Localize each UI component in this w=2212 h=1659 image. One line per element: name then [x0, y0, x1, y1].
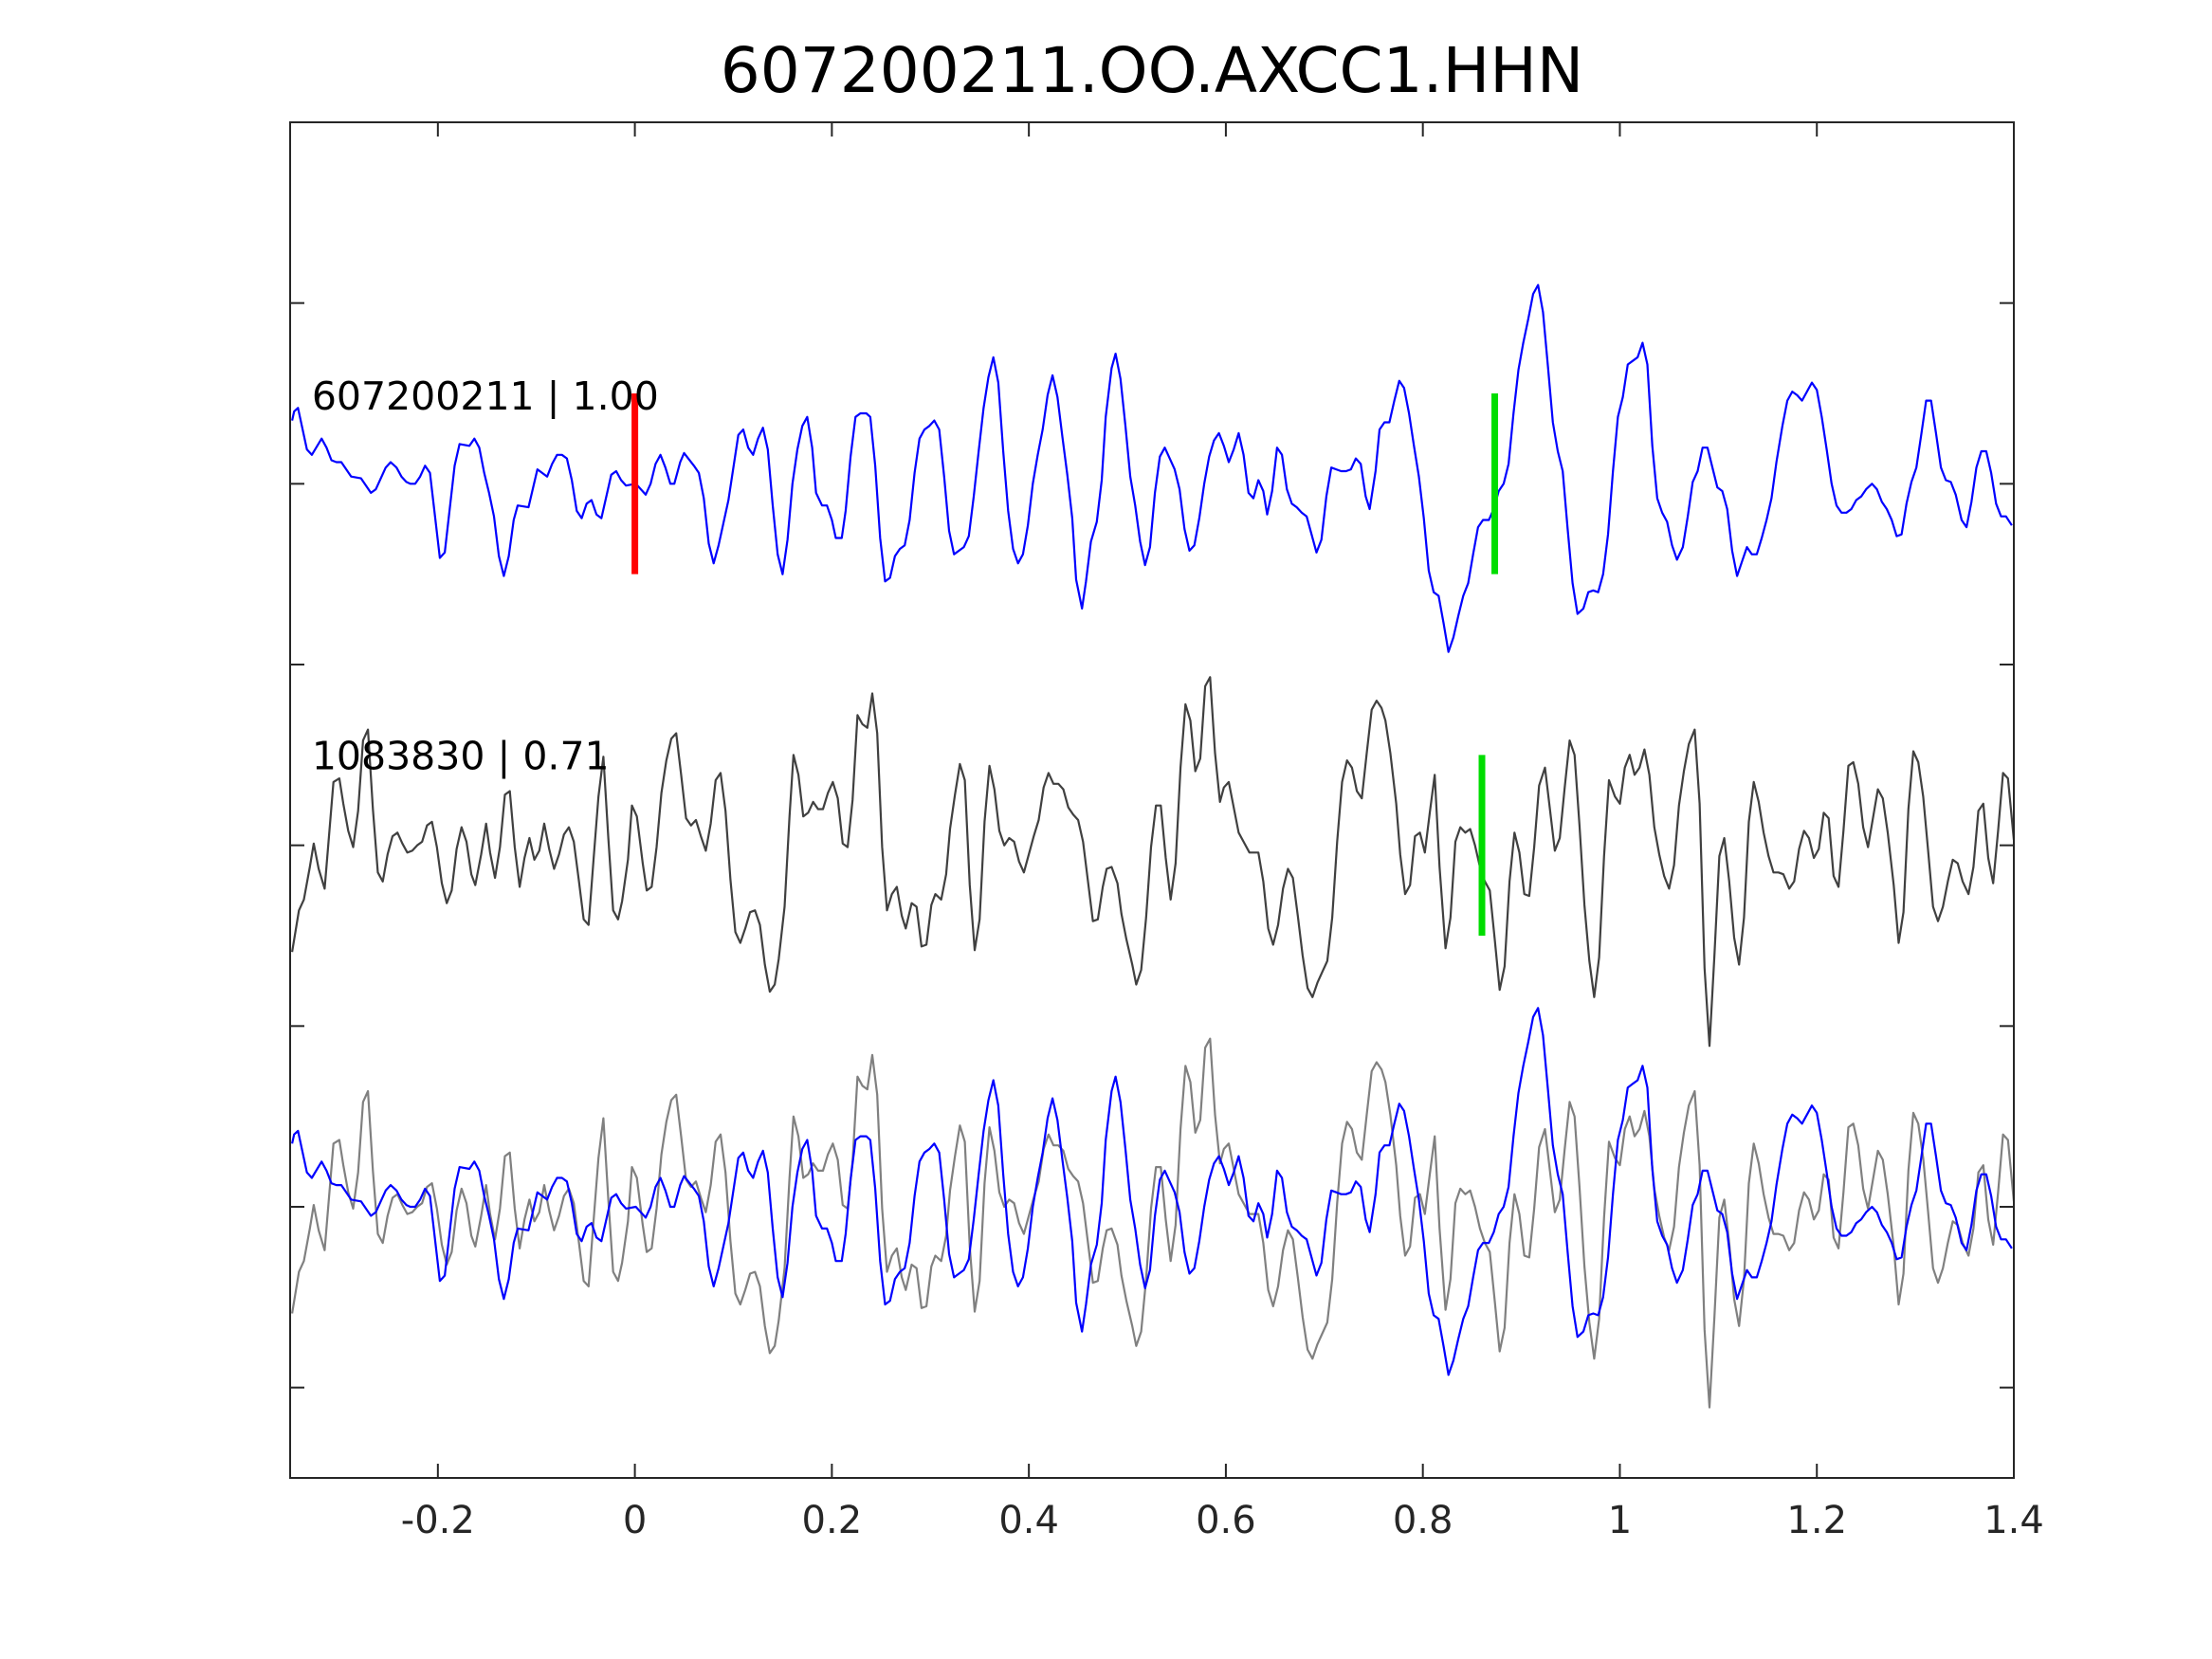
traces-layer — [291, 283, 2016, 1409]
trace-607200211 — [291, 283, 2013, 653]
x-tick-label: 0.8 — [1393, 1499, 1453, 1542]
x-tick-label: 0.2 — [802, 1499, 863, 1542]
x-tick-label: 1.2 — [1786, 1499, 1847, 1542]
x-tick-label: 1 — [1608, 1499, 1632, 1542]
overlay-trace-607200211 — [291, 1007, 2013, 1376]
chart-title: 607200211.OO.AXCC1.HHN — [721, 34, 1583, 107]
x-tick-label: 0 — [623, 1499, 647, 1542]
x-tick-label: -0.2 — [401, 1499, 475, 1542]
x-tick-label: 1.4 — [1983, 1499, 2044, 1542]
x-tick-label: 0.6 — [1196, 1499, 1256, 1542]
axis-ticks: -0.2 0 0.2 0.4 0.6 0.8 1 1.2 1.4 — [290, 122, 2044, 1542]
pick-markers-layer — [631, 393, 1499, 936]
overlay-trace-1083830 — [291, 1037, 2016, 1409]
trace-1083830 — [291, 676, 2016, 1048]
x-tick-label: 0.4 — [998, 1499, 1059, 1542]
trace-label-607200211: 607200211 | 1.00 — [312, 374, 659, 419]
trace-label-1083830: 1083830 | 0.71 — [312, 734, 610, 779]
plot-axes-box — [289, 121, 2015, 1479]
